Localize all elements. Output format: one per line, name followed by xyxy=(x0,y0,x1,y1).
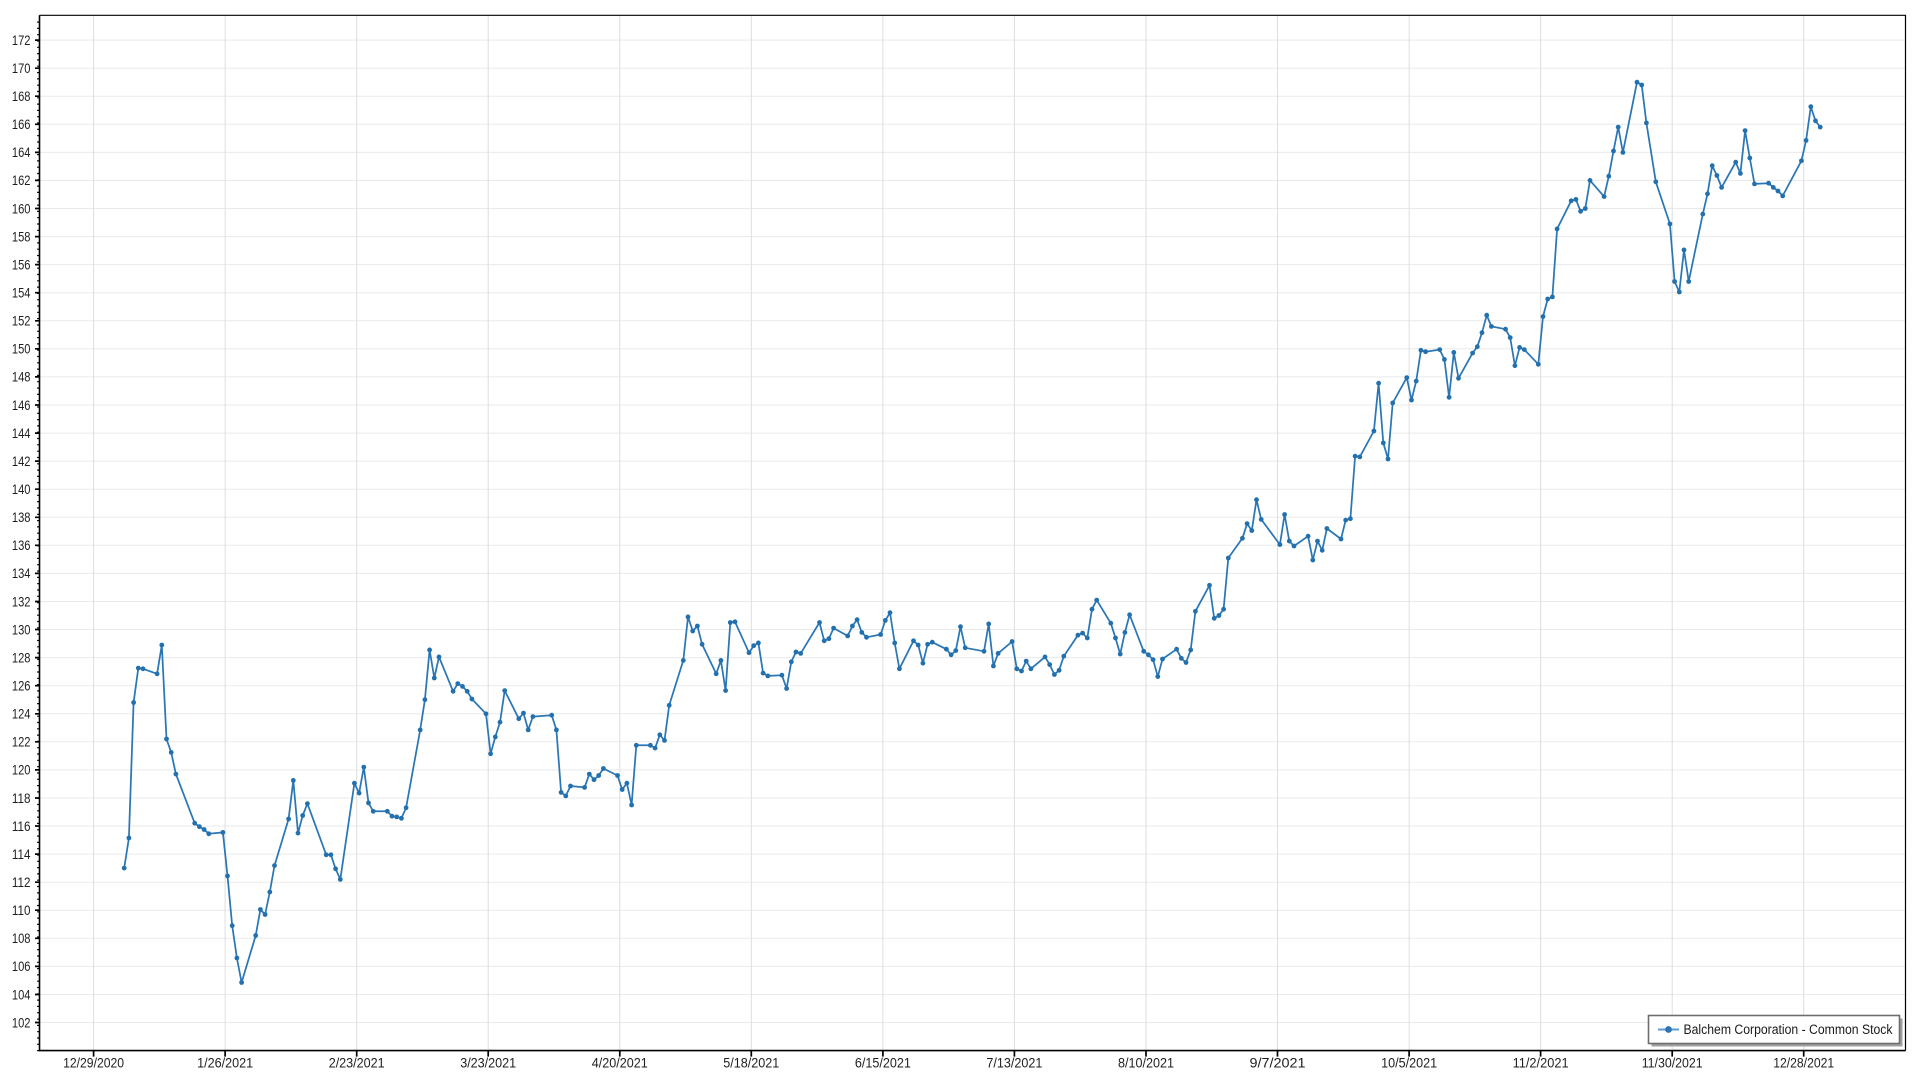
svg-text:160: 160 xyxy=(12,201,31,216)
svg-text:9/7/2021: 9/7/2021 xyxy=(1250,1056,1306,1071)
svg-text:5/18/2021: 5/18/2021 xyxy=(723,1056,779,1071)
svg-text:162: 162 xyxy=(12,173,31,188)
svg-text:170: 170 xyxy=(12,61,31,76)
svg-text:7/13/2021: 7/13/2021 xyxy=(986,1056,1042,1071)
svg-text:1/26/2021: 1/26/2021 xyxy=(197,1056,253,1071)
svg-text:150: 150 xyxy=(12,342,31,357)
svg-text:132: 132 xyxy=(12,594,31,609)
svg-text:8/10/2021: 8/10/2021 xyxy=(1118,1056,1174,1071)
svg-text:106: 106 xyxy=(12,959,31,974)
svg-text:156: 156 xyxy=(12,257,31,272)
svg-text:102: 102 xyxy=(12,1015,31,1030)
svg-text:10/5/2021: 10/5/2021 xyxy=(1381,1056,1437,1071)
svg-text:126: 126 xyxy=(12,679,31,694)
svg-text:108: 108 xyxy=(12,931,31,946)
svg-text:104: 104 xyxy=(12,987,31,1002)
svg-text:128: 128 xyxy=(12,650,31,665)
svg-text:6/15/2021: 6/15/2021 xyxy=(855,1056,911,1071)
svg-text:12/28/2021: 12/28/2021 xyxy=(1773,1056,1834,1071)
svg-text:110: 110 xyxy=(12,903,31,918)
svg-text:130: 130 xyxy=(12,622,31,637)
svg-text:4/20/2021: 4/20/2021 xyxy=(592,1056,648,1071)
svg-text:148: 148 xyxy=(12,370,31,385)
svg-text:138: 138 xyxy=(12,510,31,525)
svg-text:11/2/2021: 11/2/2021 xyxy=(1513,1056,1569,1071)
svg-text:124: 124 xyxy=(12,707,31,722)
svg-text:154: 154 xyxy=(12,286,31,301)
svg-text:3/23/2021: 3/23/2021 xyxy=(460,1056,516,1071)
svg-text:136: 136 xyxy=(12,538,31,553)
svg-text:142: 142 xyxy=(12,454,31,469)
svg-text:122: 122 xyxy=(12,735,31,750)
svg-text:118: 118 xyxy=(12,791,31,806)
svg-text:112: 112 xyxy=(12,875,31,890)
svg-text:116: 116 xyxy=(12,819,31,834)
svg-text:114: 114 xyxy=(12,847,31,862)
svg-text:146: 146 xyxy=(12,398,31,413)
svg-text:2/23/2021: 2/23/2021 xyxy=(329,1056,385,1071)
svg-text:134: 134 xyxy=(12,566,31,581)
svg-text:12/29/2020: 12/29/2020 xyxy=(63,1056,124,1071)
svg-text:Balchem Corporation - Common S: Balchem Corporation - Common Stock xyxy=(1684,1022,1893,1037)
svg-text:166: 166 xyxy=(12,117,31,132)
svg-text:144: 144 xyxy=(12,426,31,441)
svg-text:168: 168 xyxy=(12,89,31,104)
svg-text:164: 164 xyxy=(12,145,31,160)
svg-text:140: 140 xyxy=(12,482,31,497)
svg-text:11/30/2021: 11/30/2021 xyxy=(1642,1056,1703,1071)
svg-text:172: 172 xyxy=(12,33,31,48)
svg-text:152: 152 xyxy=(12,314,31,329)
svg-text:120: 120 xyxy=(12,763,31,778)
svg-text:158: 158 xyxy=(12,229,31,244)
